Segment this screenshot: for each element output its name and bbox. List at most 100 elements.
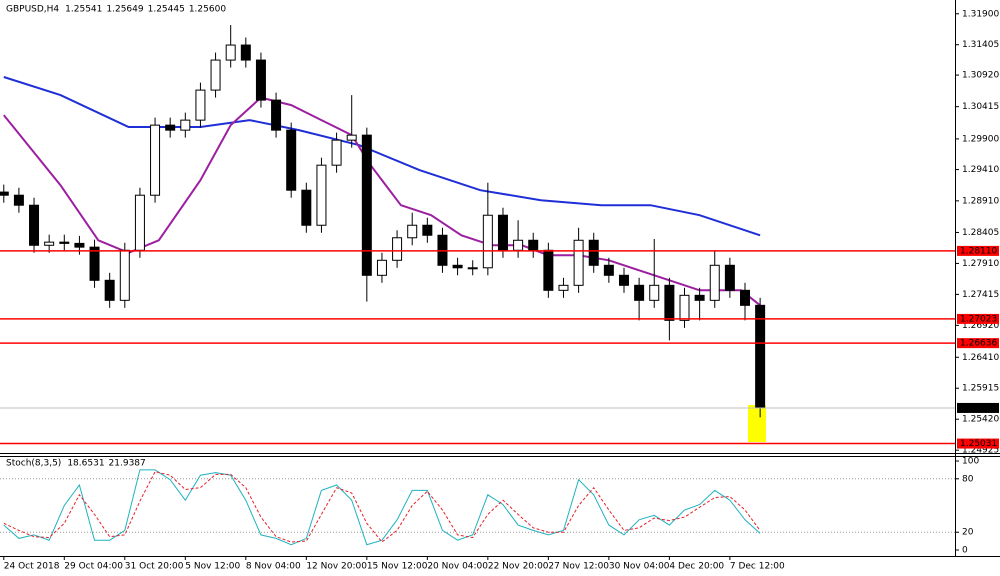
current-price-label: 1.25600 — [960, 403, 997, 413]
candle-body — [361, 134, 372, 276]
level-line-label: 1.27023 — [960, 314, 997, 324]
candle-body — [165, 124, 176, 131]
candle-body — [664, 284, 675, 321]
y-tick-label: 1.31900 — [962, 9, 999, 19]
x-tick-label: 4 Dec 20:00 — [669, 562, 724, 572]
candle-body — [392, 237, 403, 261]
candle-body — [694, 294, 705, 301]
candle-body — [618, 274, 629, 286]
candle-body — [709, 264, 720, 301]
candle-body — [497, 214, 508, 251]
candle-body — [286, 129, 297, 191]
y-tick-label: 100 — [962, 457, 979, 467]
x-tick-label: 30 Nov 04:00 — [609, 562, 670, 572]
x-tick-label: 5 Nov 12:00 — [185, 562, 240, 572]
candle-body — [724, 264, 735, 291]
indicator-line — [3, 471, 761, 543]
x-tick-label: 31 Oct 20:00 — [125, 562, 184, 572]
candle-body — [543, 249, 554, 291]
candle-body — [271, 99, 282, 131]
candle-body — [180, 119, 191, 131]
candle-body — [422, 224, 433, 236]
y-tick-label: 1.26410 — [962, 353, 999, 363]
candle-body — [89, 246, 100, 281]
level-line-box — [957, 313, 999, 324]
candle-body — [331, 139, 342, 166]
plot-layer: 1.31900 1.31405 1.30920 1.30415 1.29900 1.294… — [0, 9, 999, 572]
candle-body — [603, 264, 614, 276]
y-tick-label: 0 — [962, 546, 968, 556]
candle-body — [0, 191, 9, 196]
candle-body — [407, 224, 418, 239]
candle-body — [376, 259, 387, 276]
candle-body — [467, 267, 478, 270]
candle-body — [150, 124, 161, 196]
y-tick-label: 1.30415 — [962, 102, 999, 112]
candle-body — [225, 44, 236, 61]
symbol-title: GBPUSD,H4 — [6, 5, 59, 15]
x-tick-label: 29 Oct 04:00 — [64, 562, 123, 572]
moving-average — [3, 76, 761, 237]
moving-average — [3, 96, 761, 307]
candle-body — [301, 189, 312, 226]
header-value: 1.25600 — [189, 5, 226, 15]
highlight-box — [748, 405, 766, 442]
candle-body — [573, 239, 584, 286]
x-tick-label: 15 Nov 12:00 — [367, 562, 428, 572]
current-price-box — [957, 402, 999, 413]
y-tick-label: 1.30920 — [962, 71, 999, 81]
candle-body — [134, 194, 145, 251]
candle-body — [316, 164, 327, 226]
candle-body — [346, 134, 357, 141]
candle-body — [255, 59, 266, 101]
candle-body — [755, 304, 766, 409]
y-tick-label: 1.28910 — [962, 196, 999, 206]
y-tick-label: 1.25420 — [962, 415, 999, 425]
candle-body — [104, 279, 115, 301]
y-tick-label: 1.26920 — [962, 321, 999, 331]
y-tick-label: 1.27415 — [962, 290, 999, 300]
x-tick-label: 22 Nov 20:00 — [488, 562, 549, 572]
candle-body — [452, 264, 463, 269]
candle-body — [558, 284, 569, 291]
candle-body — [634, 284, 645, 301]
y-tick-label: 1.27910 — [962, 259, 999, 269]
label-layer: GBPUSD,H4 Stoch(8,3,5) 1.25541 1.25649 1.2… — [6, 5, 999, 469]
indicator-value: 21.9387 — [109, 459, 146, 469]
candle-body — [74, 242, 85, 248]
indicator-value: 18.6531 — [67, 459, 104, 469]
x-tick-label: 7 Dec 12:00 — [730, 562, 785, 572]
y-tick-label: 1.31405 — [962, 40, 999, 50]
candle-body — [679, 294, 690, 321]
candle-body — [195, 89, 206, 121]
y-tick-label: 1.28405 — [962, 228, 999, 238]
candle-body — [44, 241, 55, 246]
y-tick-label: 1.29410 — [962, 165, 999, 175]
level-line-box — [957, 338, 999, 349]
x-tick-label: 20 Nov 04:00 — [427, 562, 488, 572]
x-tick-label: 12 Nov 20:00 — [306, 562, 367, 572]
header-value: 1.25445 — [148, 5, 185, 15]
candle-body — [240, 44, 251, 61]
x-tick-label: 27 Nov 12:00 — [548, 562, 609, 572]
y-tick-label: 1.29900 — [962, 134, 999, 144]
candle-body — [528, 239, 539, 251]
candle-body — [210, 59, 221, 91]
level-line-box — [957, 438, 999, 449]
y-tick-label: 1.25915 — [962, 384, 999, 394]
level-line-label: 1.25031 — [960, 439, 997, 449]
header-value: 1.25649 — [106, 5, 143, 15]
y-tick-label: 20 — [962, 528, 974, 538]
candle-body — [29, 204, 40, 246]
candle-body — [13, 194, 24, 206]
candle-body — [513, 239, 524, 251]
level-line-box — [957, 245, 999, 256]
x-tick-label: 24 Oct 2018 — [4, 562, 60, 572]
y-tick-label: 80 — [962, 474, 974, 484]
candle-body — [59, 241, 70, 244]
candle-body — [482, 214, 493, 269]
indicator-title: Stoch(8,3,5) — [6, 459, 61, 469]
y-tick-label: 1.24925 — [962, 446, 999, 456]
